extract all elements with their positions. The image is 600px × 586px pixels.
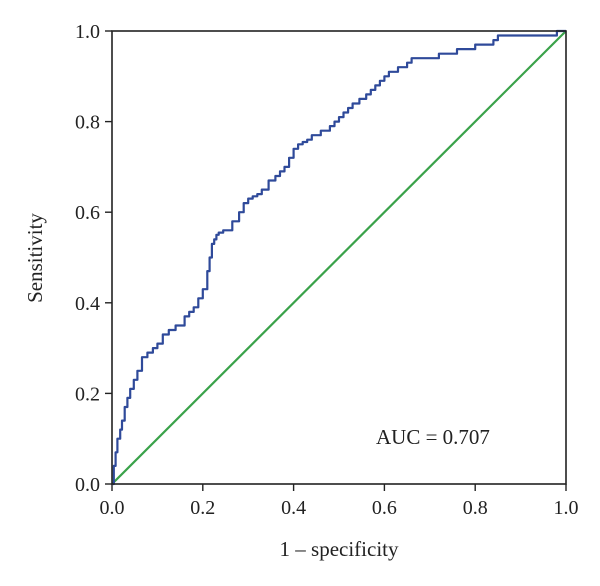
y-axis-label: Sensitivity [23, 213, 47, 303]
y-tick-label: 1.0 [75, 21, 100, 43]
y-tick-label: 0.6 [75, 202, 100, 224]
roc-curve-line [112, 29, 566, 486]
y-tick-label: 0.8 [75, 112, 100, 134]
x-axis-label: 1 – specificity [280, 537, 399, 561]
ticks-layer: 0.0 0.2 0.4 0.6 0.8 1.0 0.0 0.2 0.4 0.6 0.8 1.0 [75, 21, 579, 519]
y-tick-label: 0.4 [75, 293, 100, 315]
x-tick-label: 1.0 [554, 497, 579, 519]
plot-frame [111, 30, 567, 485]
x-tick-label: 0.0 [100, 497, 125, 519]
reference-diagonal-line [111, 30, 567, 485]
x-tick-label: 0.6 [372, 497, 397, 519]
y-tick-label: 0.0 [75, 474, 100, 496]
auc-annotation: AUC = 0.707 [376, 425, 490, 449]
x-tick-label: 0.4 [281, 497, 306, 519]
y-tick-label: 0.2 [75, 383, 100, 405]
x-tick-label: 0.8 [463, 497, 488, 519]
x-tick-label: 0.2 [190, 497, 215, 519]
